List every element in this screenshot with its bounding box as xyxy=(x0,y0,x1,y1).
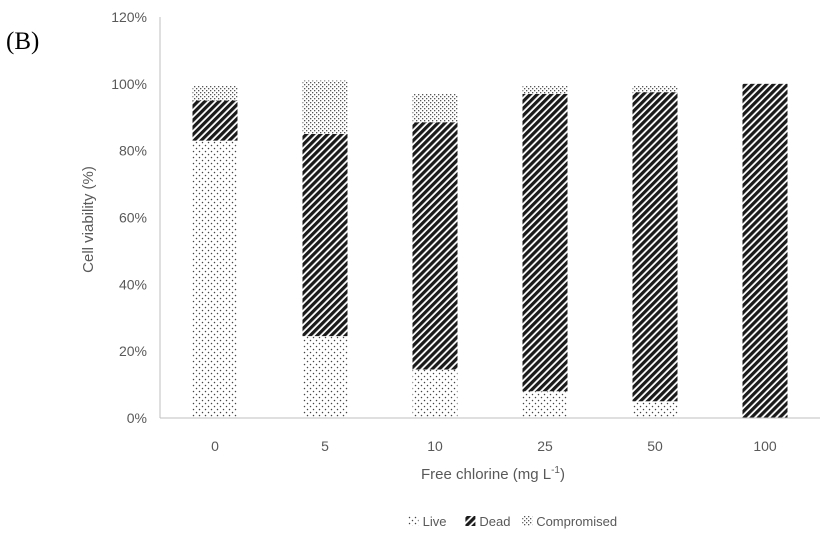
x-axis-title: Free chlorine (mg L-1) xyxy=(421,465,565,483)
legend-item-live: Live xyxy=(408,514,447,529)
bar-compromised-5 xyxy=(302,80,348,134)
legend-label: Live xyxy=(423,514,447,529)
legend-swatch-dead xyxy=(465,516,476,526)
x-axis: 0 5 10 25 50 100 Free chlorine (mg L-1) xyxy=(160,417,820,483)
bar-live-10 xyxy=(412,369,458,418)
x-tick-label: 5 xyxy=(321,438,329,454)
bar-compromised-10 xyxy=(412,93,458,123)
bar-dead-10 xyxy=(412,122,458,370)
bar-dead-0 xyxy=(192,100,238,141)
bar-live-0 xyxy=(192,140,238,418)
bar-compromised-25 xyxy=(522,85,568,94)
legend-item-dead: Dead xyxy=(465,514,510,529)
y-tick-label: 80% xyxy=(119,143,147,159)
y-tick-label: 100% xyxy=(111,76,147,92)
y-tick-label: 0% xyxy=(127,410,147,426)
legend: Live Dead Compromised xyxy=(408,514,617,529)
bar-live-5 xyxy=(302,336,348,418)
bar-live-25 xyxy=(522,391,568,418)
panel-label: (B) xyxy=(6,28,40,55)
x-tick-label: 50 xyxy=(647,438,663,454)
y-tick-label: 60% xyxy=(119,210,147,226)
y-tick-label: 40% xyxy=(119,276,147,292)
bar-live-50 xyxy=(632,401,678,418)
bar-dead-50 xyxy=(632,92,678,402)
legend-swatch-compromised xyxy=(522,516,533,526)
legend-swatch-live xyxy=(408,516,419,526)
legend-label: Compromised xyxy=(536,514,617,529)
bar-dead-5 xyxy=(302,133,348,337)
bar-stacks xyxy=(192,80,788,418)
bar-compromised-0 xyxy=(192,85,238,101)
x-tick-label: 100 xyxy=(753,438,777,454)
y-tick-label: 120% xyxy=(111,9,147,25)
x-tick-label: 25 xyxy=(537,438,553,454)
y-axis-title: Cell viability (%) xyxy=(80,166,97,273)
y-tick-label: 20% xyxy=(119,343,147,359)
bar-dead-100 xyxy=(742,83,788,418)
y-axis: 0% 20% 40% 60% 80% 100% 120% Cell viability (%) xyxy=(80,9,161,426)
x-tick-label: 10 xyxy=(427,438,443,454)
bar-dead-25 xyxy=(522,93,568,392)
legend-item-compromised: Compromised xyxy=(522,514,617,529)
x-tick-label: 0 xyxy=(211,438,219,454)
legend-label: Dead xyxy=(479,514,510,529)
bar-compromised-50 xyxy=(632,85,678,93)
